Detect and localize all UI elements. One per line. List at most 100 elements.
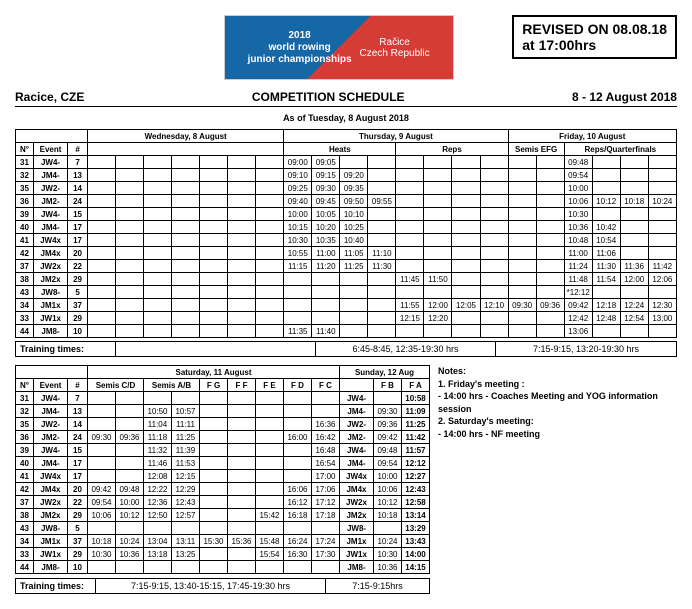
cell: 10:24: [374, 535, 402, 548]
cell: 17: [68, 457, 88, 470]
cell: [228, 156, 256, 169]
cell: JM1x: [34, 299, 68, 312]
cell: 12:36: [144, 496, 172, 509]
cell: [374, 522, 402, 535]
cell: 17:30: [312, 548, 340, 561]
cell: 34: [16, 299, 34, 312]
cell: 15:30: [200, 535, 228, 548]
cell: 10:25: [340, 221, 368, 234]
cell: [144, 522, 172, 535]
cell: [620, 286, 648, 299]
cell: [144, 561, 172, 574]
th2-fa: F A: [402, 379, 430, 392]
cell: [116, 234, 144, 247]
cell: [396, 247, 424, 260]
cell: [228, 182, 256, 195]
cell: 11:25: [402, 418, 430, 431]
cell: [256, 208, 284, 221]
cell: 16:00: [284, 431, 312, 444]
table2-header-sub: N° Event # Semis C/D Semis A/B F G F F F…: [16, 379, 430, 392]
cell: 10:05: [312, 208, 340, 221]
cell: 16:24: [284, 535, 312, 548]
cell: JM4-: [34, 405, 68, 418]
cell: [374, 392, 402, 405]
cell: JW4-: [34, 444, 68, 457]
cell: 12:05: [452, 299, 480, 312]
cell: [424, 156, 452, 169]
cell: 10: [68, 561, 88, 574]
cell: 12:50: [144, 509, 172, 522]
cell: 15: [68, 444, 88, 457]
th2-fc: F C: [312, 379, 340, 392]
cell: [116, 561, 144, 574]
cell: 11:25: [172, 431, 200, 444]
cell: 15:42: [256, 509, 284, 522]
th-semis: Semis EFG: [508, 143, 564, 156]
table-row: 34JM1x3711:5512:0012:0512:1009:3009:3609…: [16, 299, 677, 312]
cell: [200, 405, 228, 418]
cell: [88, 457, 116, 470]
cell: 11:48: [564, 273, 592, 286]
table-row: 33JW1x2910:3010:3613:1813:2515:5416:3017…: [16, 548, 430, 561]
cell: [144, 312, 172, 325]
cell: 09:30: [312, 182, 340, 195]
notes-section: Notes: 1. Friday's meeting : - 14:00 hrs…: [438, 365, 677, 441]
cell: [396, 260, 424, 273]
table-row: 35JW2-1411:0411:1116:36JW2-09:3611:25: [16, 418, 430, 431]
cell: [536, 312, 564, 325]
cell: [396, 234, 424, 247]
cell: 12:43: [172, 496, 200, 509]
cell: 5: [68, 286, 88, 299]
cell: 10:12: [116, 509, 144, 522]
cell: [256, 312, 284, 325]
cell: [368, 221, 396, 234]
cell: [228, 312, 256, 325]
cell: 29: [68, 312, 88, 325]
cell: 12:58: [402, 496, 430, 509]
asof-text: As of Tuesday, 8 August 2018: [15, 113, 677, 123]
cell: [452, 273, 480, 286]
cell: [228, 561, 256, 574]
cell: [508, 260, 536, 273]
cell: [592, 208, 620, 221]
cell: [116, 208, 144, 221]
cell: 17:00: [312, 470, 340, 483]
training-fri: 7:15-9:15, 13:20-19:30 hrs: [496, 342, 676, 356]
cell: 10:30: [374, 548, 402, 561]
cell: 10:00: [564, 182, 592, 195]
cell: 09:35: [340, 182, 368, 195]
cell: [536, 234, 564, 247]
cell: [620, 182, 648, 195]
cell: [424, 260, 452, 273]
th-no: N°: [16, 143, 34, 156]
cell: 12:15: [396, 312, 424, 325]
cell: [536, 260, 564, 273]
cell: 11:45: [396, 273, 424, 286]
cell: 12:29: [172, 483, 200, 496]
cell: 11:11: [172, 418, 200, 431]
cell: [256, 470, 284, 483]
cell: [256, 522, 284, 535]
cell: 09:30: [88, 431, 116, 444]
cell: 12:57: [172, 509, 200, 522]
cell: 10: [68, 325, 88, 338]
cell: [116, 247, 144, 260]
cell: JW4x: [340, 470, 374, 483]
cell: 11:50: [424, 273, 452, 286]
cell: [648, 169, 676, 182]
th-num: #: [68, 143, 88, 156]
cell: 29: [68, 509, 88, 522]
cell: [228, 496, 256, 509]
cell: 15:48: [256, 535, 284, 548]
cell: [88, 182, 116, 195]
cell: 36: [16, 195, 34, 208]
training-thu: 6:45-8:45, 12:35-19:30 hrs: [316, 342, 496, 356]
cell: [172, 312, 200, 325]
cell: 12:00: [424, 299, 452, 312]
cell: [480, 286, 508, 299]
cell: 11:30: [592, 260, 620, 273]
cell: [536, 156, 564, 169]
cell: [452, 312, 480, 325]
cell: [88, 208, 116, 221]
cell: JM8-: [34, 325, 68, 338]
